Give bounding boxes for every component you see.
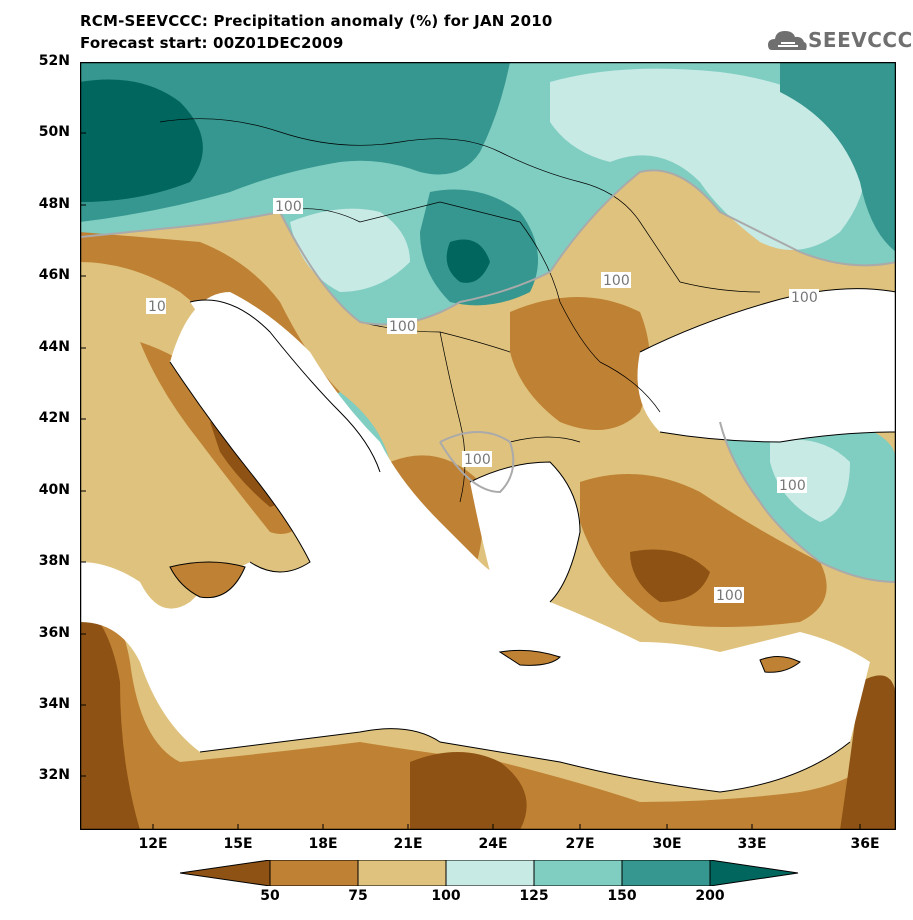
map-title: RCM-SEEVCCC: Precipitation anomaly (%) f… bbox=[80, 12, 553, 30]
lat-label: 52N bbox=[38, 53, 70, 69]
lon-label: 15E bbox=[223, 836, 253, 852]
lon-label: 33E bbox=[737, 836, 767, 852]
wet-turkey-east-light bbox=[770, 439, 850, 522]
lat-label: 38N bbox=[38, 553, 70, 569]
colorbar-tick-label: 125 bbox=[519, 888, 549, 904]
dry-turkey-dark bbox=[630, 549, 710, 602]
cloud-icon bbox=[768, 31, 807, 50]
colorbar-segment bbox=[621, 860, 711, 886]
dry-turkey bbox=[580, 474, 827, 627]
colorbar-segment bbox=[357, 860, 447, 886]
sea-adriatic bbox=[190, 300, 380, 476]
contour-label: 100 bbox=[275, 199, 302, 215]
wet-ne-mid bbox=[780, 62, 896, 252]
lat-label: 34N bbox=[38, 696, 70, 712]
sea-tyrrhenian-med bbox=[80, 292, 870, 792]
dry-africa-dark bbox=[80, 602, 140, 830]
contour-100 bbox=[80, 169, 896, 583]
wet-hungary-core bbox=[446, 239, 490, 283]
country-borders bbox=[159, 118, 761, 503]
lon-label: 21E bbox=[393, 836, 423, 852]
cyprus bbox=[759, 656, 801, 673]
colorbar-arrow-high bbox=[709, 860, 799, 886]
lon-label: 27E bbox=[565, 836, 595, 852]
contour-label: 100 bbox=[389, 319, 416, 335]
contour-label: 10 bbox=[148, 299, 166, 315]
colorbar-segment bbox=[269, 860, 359, 886]
lon-label: 12E bbox=[138, 836, 168, 852]
sicily bbox=[169, 561, 246, 599]
colorbar-tick-label: 200 bbox=[695, 888, 725, 904]
contour-label: 100 bbox=[603, 273, 630, 289]
lat-label: 50N bbox=[38, 124, 70, 140]
contour-label: 100 bbox=[464, 452, 491, 468]
dry-balkans bbox=[510, 297, 650, 430]
lat-label: 42N bbox=[38, 410, 70, 426]
map-frame bbox=[80, 62, 896, 830]
contour-label: 100 bbox=[779, 478, 806, 494]
wet-hungary-light bbox=[290, 208, 410, 292]
lon-label: 18E bbox=[308, 836, 338, 852]
lat-label: 36N bbox=[38, 625, 70, 641]
lon-label: 30E bbox=[652, 836, 682, 852]
lat-label: 40N bbox=[38, 482, 70, 498]
colorbar-tick-label: 75 bbox=[348, 888, 368, 904]
contour-labels: 100 100 100 100 100 100 100 10 bbox=[146, 198, 819, 604]
colorbar-segment bbox=[445, 860, 535, 886]
contour-label: 100 bbox=[716, 588, 743, 604]
lon-label: 36E bbox=[850, 836, 880, 852]
logo-text: SEEVCCC bbox=[808, 28, 913, 52]
seevccc-logo: SEEVCCC bbox=[768, 24, 912, 58]
sea-aegean bbox=[470, 462, 580, 602]
colorbar-tick-label: 150 bbox=[607, 888, 637, 904]
precipitation-anomaly-map: 100 100 100 100 100 100 100 10 bbox=[80, 62, 896, 830]
lon-label: 24E bbox=[478, 836, 508, 852]
dry-libya-dark bbox=[410, 752, 527, 830]
forecast-start: Forecast start: 00Z01DEC2009 bbox=[80, 34, 344, 52]
colorbar bbox=[180, 860, 799, 886]
colorbar-tick-label: 100 bbox=[431, 888, 461, 904]
wet-north-dark bbox=[80, 79, 203, 202]
lat-label: 44N bbox=[38, 339, 70, 355]
colorbar-tick-label: 50 bbox=[260, 888, 280, 904]
lat-label: 32N bbox=[38, 767, 70, 783]
coastlines bbox=[169, 288, 896, 793]
dry-levant-dark bbox=[840, 675, 896, 830]
contour-label: 100 bbox=[791, 290, 818, 306]
sea-black bbox=[637, 288, 896, 442]
lat-label: 48N bbox=[38, 196, 70, 212]
wet-ne-light bbox=[550, 68, 867, 251]
axis-ticks bbox=[80, 62, 861, 830]
crete bbox=[498, 649, 561, 666]
colorbar-segment bbox=[533, 860, 623, 886]
dry-africa-west bbox=[80, 582, 896, 830]
colorbar-arrow-low bbox=[180, 860, 271, 886]
lat-label: 46N bbox=[38, 267, 70, 283]
